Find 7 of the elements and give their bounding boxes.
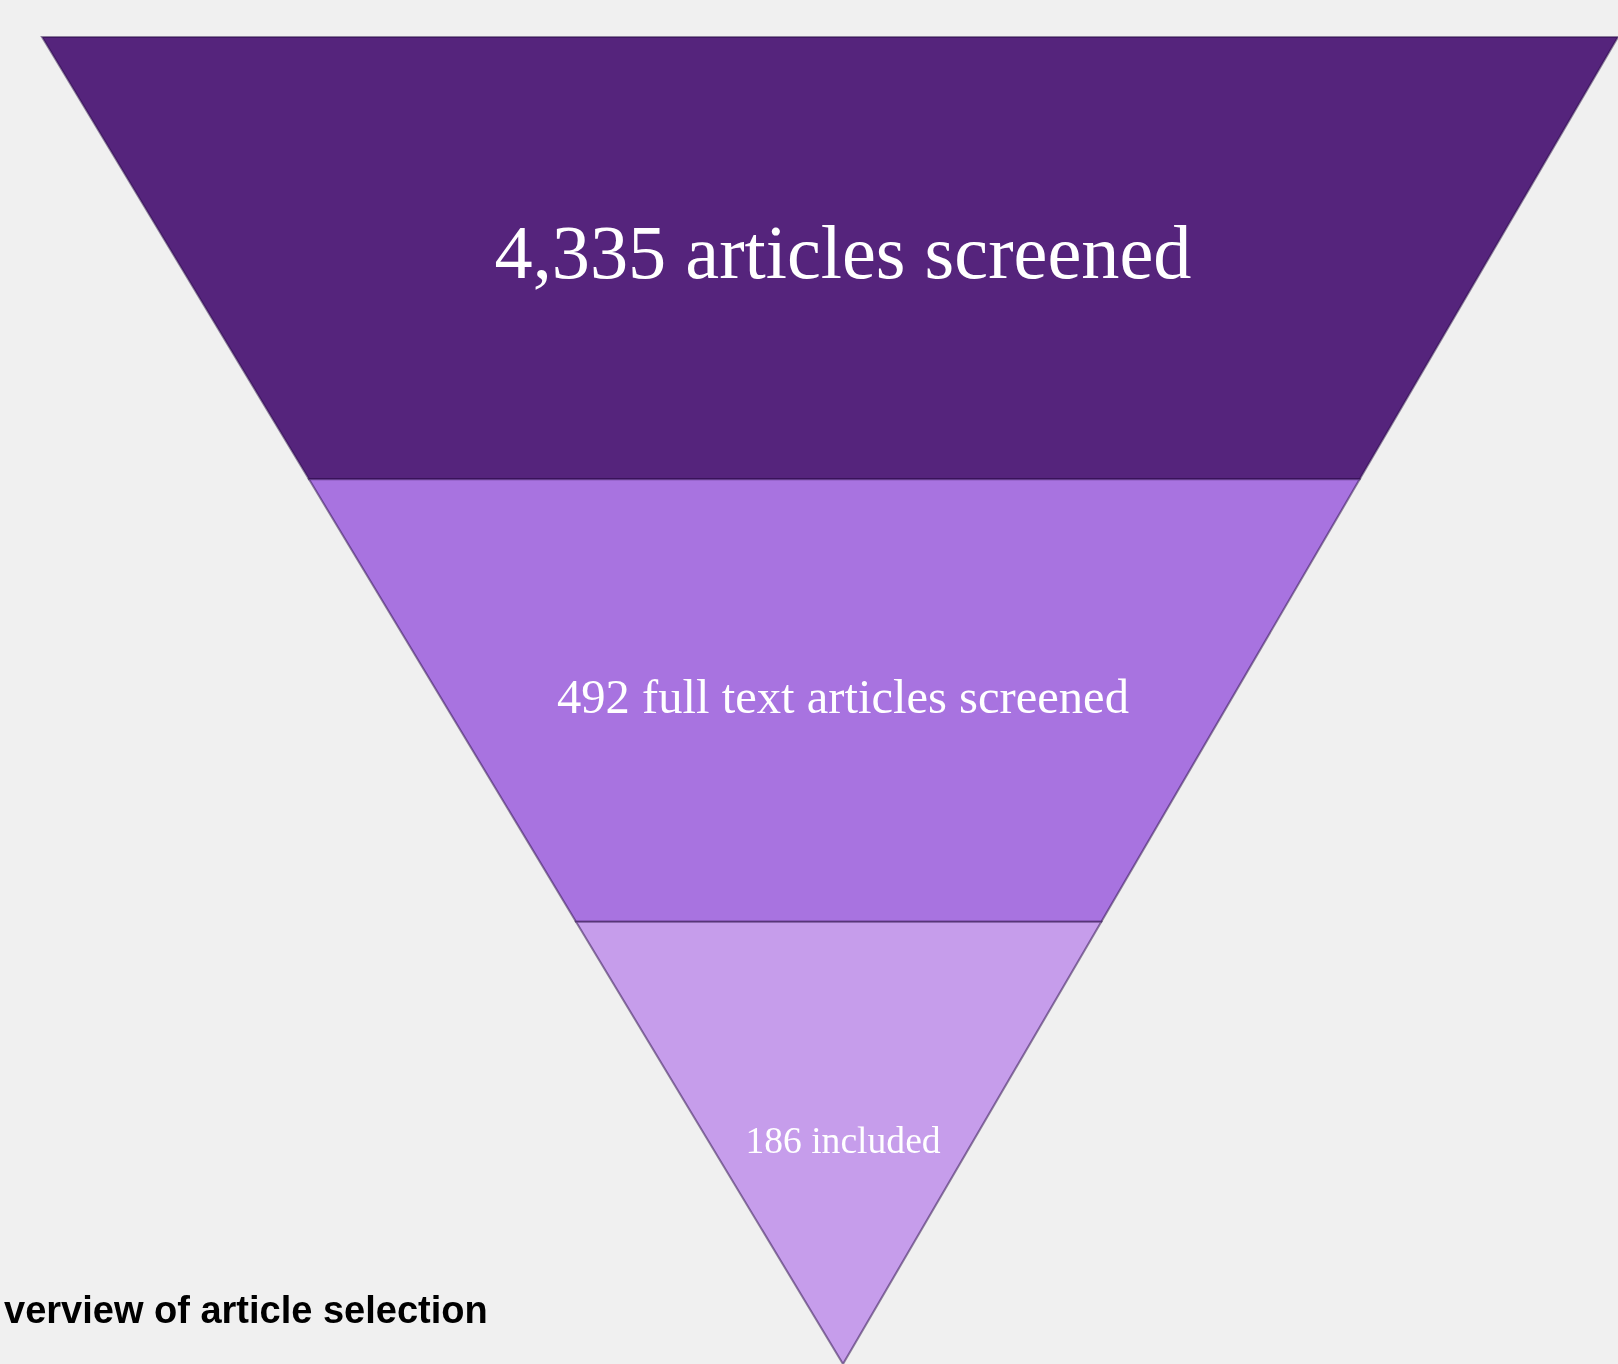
category-label: articles screened [685, 210, 1192, 296]
data-label: 186 [745, 1118, 802, 1161]
category-label: full text articles screened [642, 670, 1129, 725]
category-label: included [811, 1118, 941, 1161]
text: verview of article selection [4, 1289, 488, 1332]
data-label: 492 [557, 670, 630, 725]
data-label: 4,335 [494, 210, 667, 296]
